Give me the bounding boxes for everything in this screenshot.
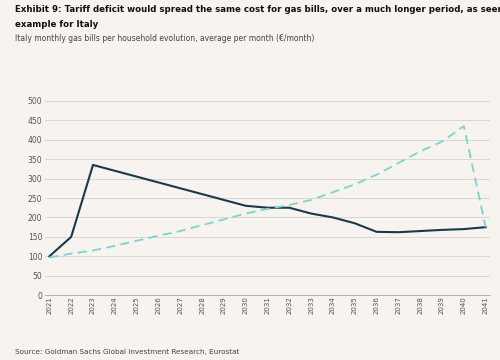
Text: Source: Goldman Sachs Global Investment Research, Eurostat: Source: Goldman Sachs Global Investment … — [15, 348, 239, 355]
Text: Exhibit 9: Tariff deficit would spread the same cost for gas bills, over a much : Exhibit 9: Tariff deficit would spread t… — [15, 5, 500, 14]
Text: example for Italy: example for Italy — [15, 20, 98, 29]
Text: Italy monthly gas bills per household evolution, average per month (€/month): Italy monthly gas bills per household ev… — [15, 34, 314, 43]
